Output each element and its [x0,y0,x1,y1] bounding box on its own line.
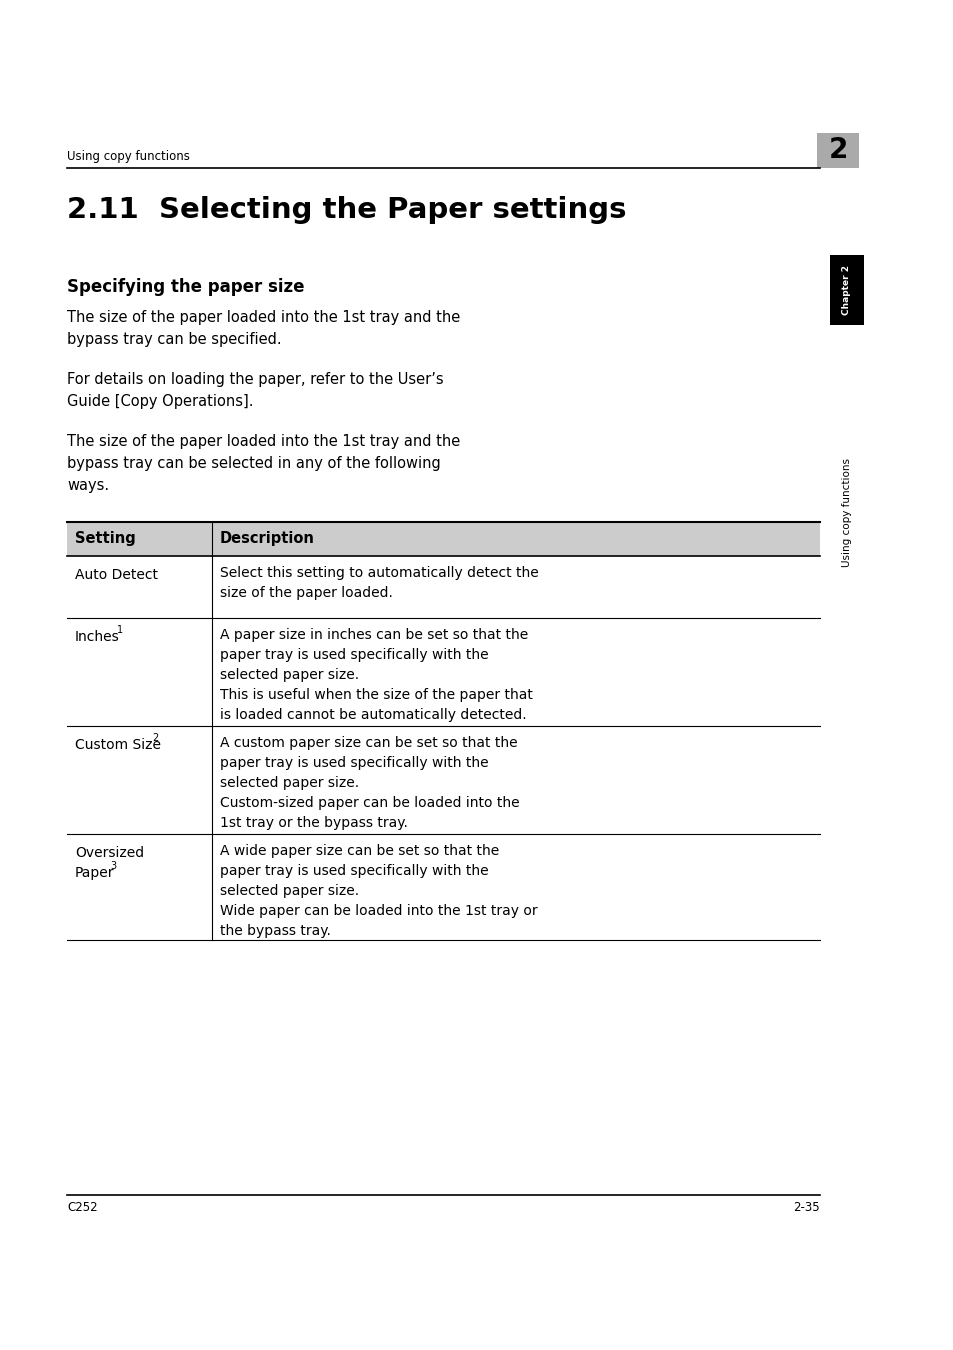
Text: Chapter 2: Chapter 2 [841,265,851,315]
Text: ways.: ways. [67,478,109,493]
Text: size of the paper loaded.: size of the paper loaded. [220,586,393,599]
Text: paper tray is used specifically with the: paper tray is used specifically with the [220,648,488,662]
Text: selected paper size.: selected paper size. [220,668,358,682]
Text: selected paper size.: selected paper size. [220,776,358,790]
Text: A paper size in inches can be set so that the: A paper size in inches can be set so tha… [220,628,528,643]
Bar [67,522,820,556]
Text: This is useful when the size of the paper that: This is useful when the size of the pape… [220,688,533,702]
Text: 2: 2 [152,733,158,743]
Text: Description: Description [220,532,314,547]
Text: Inches: Inches [75,630,120,644]
Text: is loaded cannot be automatically detected.: is loaded cannot be automatically detect… [220,707,526,722]
Text: For details on loading the paper, refer to the User’s: For details on loading the paper, refer … [67,373,443,387]
Text: bypass tray can be specified.: bypass tray can be specified. [67,332,281,347]
Text: Using copy functions: Using copy functions [841,458,851,567]
Text: Specifying the paper size: Specifying the paper size [67,278,304,296]
Text: A custom paper size can be set so that the: A custom paper size can be set so that t… [220,736,517,751]
Text: Wide paper can be loaded into the 1st tray or: Wide paper can be loaded into the 1st tr… [220,904,537,918]
Text: the bypass tray.: the bypass tray. [220,923,331,938]
Text: 1st tray or the bypass tray.: 1st tray or the bypass tray. [220,815,408,830]
Text: 3: 3 [110,861,116,871]
Text: paper tray is used specifically with the: paper tray is used specifically with the [220,864,488,878]
Text: Custom Size: Custom Size [75,738,161,752]
Text: selected paper size.: selected paper size. [220,884,358,898]
Text: C252: C252 [67,1202,97,1214]
Text: 2.11  Selecting the Paper settings: 2.11 Selecting the Paper settings [67,196,626,224]
Text: 2: 2 [827,136,847,165]
Text: Setting: Setting [75,532,135,547]
Text: The size of the paper loaded into the 1st tray and the: The size of the paper loaded into the 1s… [67,310,459,325]
Text: Using copy functions: Using copy functions [67,150,190,163]
Text: Select this setting to automatically detect the: Select this setting to automatically det… [220,566,538,580]
Text: The size of the paper loaded into the 1st tray and the: The size of the paper loaded into the 1s… [67,433,459,450]
Text: paper tray is used specifically with the: paper tray is used specifically with the [220,756,488,770]
Bar [816,134,858,167]
Text: Paper: Paper [75,865,114,880]
Text: bypass tray can be selected in any of the following: bypass tray can be selected in any of th… [67,456,440,471]
Text: Custom-sized paper can be loaded into the: Custom-sized paper can be loaded into th… [220,796,519,810]
Text: A wide paper size can be set so that the: A wide paper size can be set so that the [220,844,498,859]
Text: Auto Detect: Auto Detect [75,568,158,582]
Text: 1: 1 [117,625,123,634]
Text: Oversized: Oversized [75,846,144,860]
Bar [829,255,863,325]
Text: 2-35: 2-35 [793,1202,820,1214]
Text: Guide [Copy Operations].: Guide [Copy Operations]. [67,394,253,409]
